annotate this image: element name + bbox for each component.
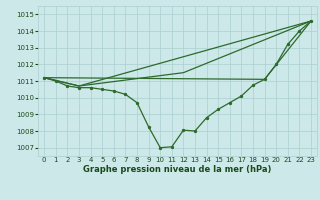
X-axis label: Graphe pression niveau de la mer (hPa): Graphe pression niveau de la mer (hPa)	[84, 165, 272, 174]
